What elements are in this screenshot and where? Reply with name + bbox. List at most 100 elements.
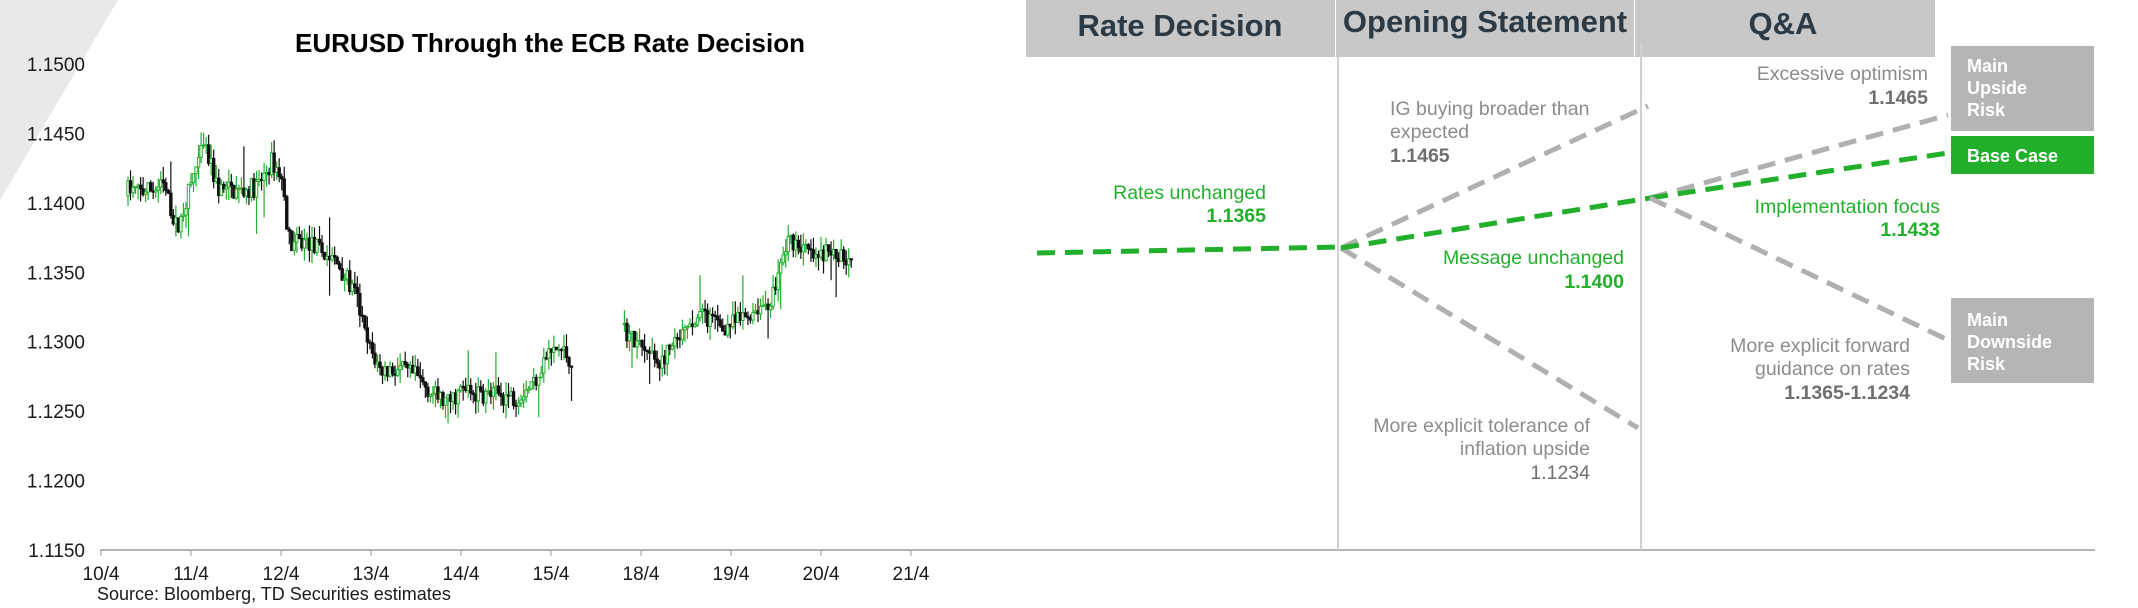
y-tick-label: 1.1150	[28, 541, 85, 562]
candle	[343, 273, 347, 292]
candle	[698, 275, 702, 322]
value-rates-unchanged: 1.1365	[1206, 205, 1266, 227]
label-ig-buying-line2: expected	[1390, 121, 1469, 143]
candle	[290, 229, 294, 252]
candle	[627, 324, 632, 351]
label-inflation-line1: More explicit tolerance of	[1373, 415, 1590, 437]
candle	[292, 231, 297, 256]
candle	[673, 328, 677, 359]
candle	[219, 179, 223, 197]
phase-box-qa	[1635, 0, 1935, 57]
candle	[390, 362, 395, 377]
candle	[715, 304, 720, 332]
candlestick-series	[126, 132, 853, 424]
candle	[138, 177, 143, 202]
candle	[499, 382, 503, 406]
candle	[169, 161, 173, 219]
x-tick-label: 14/4	[443, 564, 480, 585]
candle	[131, 176, 135, 199]
candle	[282, 166, 286, 201]
candle	[469, 378, 473, 401]
candle	[806, 243, 811, 255]
candle	[285, 194, 289, 230]
candle	[519, 394, 523, 408]
candle	[841, 246, 846, 269]
candle	[786, 225, 790, 262]
candle	[741, 275, 745, 330]
candle	[771, 275, 775, 310]
candle	[776, 259, 780, 302]
candle	[537, 376, 541, 418]
y-tick-label: 1.1300	[27, 333, 85, 354]
candle	[471, 390, 475, 404]
candle	[159, 171, 163, 195]
candle	[796, 235, 801, 255]
candle	[320, 235, 324, 257]
candle	[625, 318, 629, 349]
candle	[365, 316, 370, 354]
box-base-case-label: Base Case	[1967, 146, 2058, 166]
path-excessive-optimism	[1649, 112, 1949, 201]
path-ig-buying	[1339, 103, 1650, 251]
candle	[148, 180, 153, 192]
candle	[340, 257, 344, 281]
label-rates-unchanged: Rates unchanged	[1113, 182, 1266, 204]
source-note: Source: Bloomberg, TD Securities estimat…	[97, 584, 451, 604]
value-message-unchanged: 1.1400	[1564, 271, 1624, 293]
candle	[272, 140, 276, 182]
candle	[524, 380, 528, 403]
candle	[758, 298, 763, 320]
x-tick-label: 19/4	[713, 564, 750, 585]
box-upside-line2: Upside	[1967, 78, 2027, 98]
candle	[693, 321, 697, 328]
candle	[849, 258, 853, 268]
x-axis: 10/4 11/4 12/4 13/4 14/4 15/4 18/4 19/4 20/4 21/4	[83, 550, 930, 585]
candle	[504, 381, 508, 419]
candle	[335, 255, 339, 265]
candle	[280, 173, 284, 191]
candle	[322, 251, 327, 261]
y-tick-label: 1.1350	[27, 263, 85, 284]
box-upside-line1: Main	[1967, 56, 2008, 76]
candle	[421, 369, 425, 386]
candle	[179, 213, 183, 239]
candle	[194, 166, 198, 187]
candle	[358, 283, 362, 328]
candle	[302, 228, 307, 261]
candle	[418, 362, 423, 389]
candle	[778, 258, 783, 310]
candle	[826, 244, 831, 258]
y-tick-label: 1.1200	[27, 472, 85, 493]
candle	[751, 303, 755, 325]
label-forward-guidance-line1: More explicit forward	[1730, 335, 1910, 357]
candle	[645, 349, 649, 361]
candle	[262, 163, 266, 218]
candle	[355, 276, 360, 307]
x-tick-label: 21/4	[893, 564, 930, 585]
candle	[539, 365, 543, 380]
candle	[133, 185, 138, 194]
candle	[428, 393, 433, 403]
candle	[766, 298, 770, 339]
candle	[708, 307, 712, 340]
candle	[491, 381, 496, 410]
candle	[685, 325, 690, 339]
candle	[154, 186, 158, 198]
box-downside-line2: Downside	[1967, 332, 2052, 352]
candle	[768, 302, 773, 319]
y-tick-label: 1.1400	[27, 194, 85, 215]
candle	[456, 388, 460, 418]
candle	[542, 347, 546, 383]
candle	[189, 173, 193, 188]
candle	[196, 145, 201, 180]
corner-decoration	[0, 0, 118, 200]
candle	[378, 354, 382, 376]
label-message-unchanged: Message unchanged	[1443, 247, 1624, 269]
label-forward-guidance-line2: guidance on rates	[1755, 358, 1910, 380]
candle	[484, 388, 488, 414]
candle	[128, 170, 133, 201]
candle	[211, 149, 216, 189]
candle	[511, 387, 516, 410]
candle	[642, 333, 647, 363]
candle	[726, 314, 730, 338]
